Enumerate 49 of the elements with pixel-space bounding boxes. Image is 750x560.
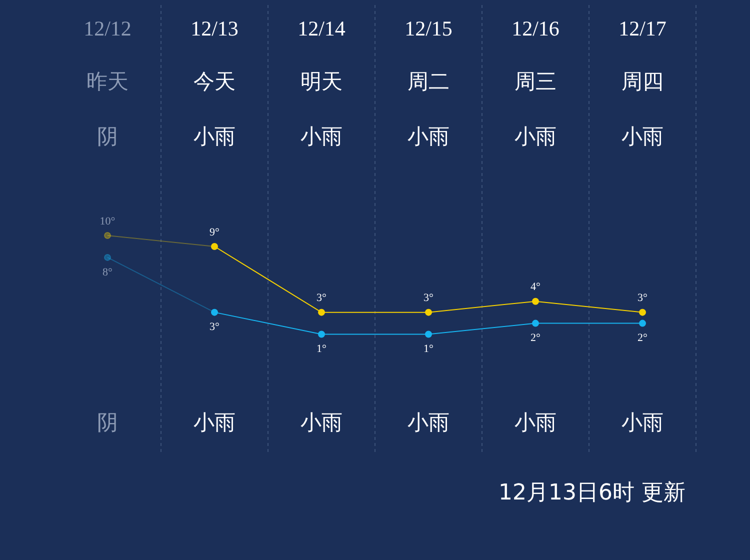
text: 小雨 bbox=[408, 410, 450, 434]
text: 阴 bbox=[97, 410, 118, 434]
text: 今天 bbox=[194, 69, 236, 94]
x-tick-label: 12/17 bbox=[618, 16, 666, 41]
text: 小雨 bbox=[194, 410, 236, 434]
text: 小雨 bbox=[622, 124, 664, 148]
x-tick-label: 12/13 bbox=[190, 16, 238, 41]
point bbox=[211, 308, 218, 316]
text: 周二 bbox=[408, 69, 450, 94]
text: 明天 bbox=[300, 69, 342, 94]
data-label: 1° bbox=[424, 343, 434, 356]
data-label: 4° bbox=[530, 281, 540, 294]
x-tick-label: 12/12 bbox=[84, 16, 132, 41]
text: 小雨 bbox=[408, 124, 450, 148]
data-label: 3° bbox=[316, 292, 326, 304]
point bbox=[532, 298, 539, 305]
point bbox=[318, 330, 325, 338]
point bbox=[425, 330, 432, 338]
data-label: 3° bbox=[210, 321, 220, 334]
text: 小雨 bbox=[514, 124, 556, 148]
point bbox=[104, 232, 111, 239]
text: 周三 bbox=[514, 69, 556, 94]
point bbox=[211, 242, 218, 250]
point bbox=[639, 308, 646, 316]
x-tick-label: 12/14 bbox=[298, 16, 346, 41]
text: 小雨 bbox=[300, 410, 342, 434]
text: 小雨 bbox=[300, 124, 342, 148]
text: 小雨 bbox=[622, 410, 664, 434]
data-label: 3° bbox=[638, 292, 648, 304]
text: 周四 bbox=[622, 69, 664, 94]
x-tick-label: 12/15 bbox=[404, 16, 452, 41]
data-label: 2° bbox=[530, 332, 540, 344]
text: 小雨 bbox=[514, 410, 556, 434]
data-label: 10° bbox=[100, 215, 116, 228]
data-label: 8° bbox=[102, 266, 112, 278]
text: 12月13日6时 更新 bbox=[498, 480, 686, 506]
data-label: 1° bbox=[316, 343, 326, 356]
point bbox=[639, 320, 646, 327]
point bbox=[532, 320, 539, 327]
text: 昨天 bbox=[86, 69, 128, 94]
point bbox=[425, 308, 432, 316]
point bbox=[104, 254, 111, 261]
data-label: 2° bbox=[638, 332, 648, 344]
text: 阴 bbox=[97, 124, 118, 148]
data-label: 9° bbox=[210, 226, 220, 238]
text: 小雨 bbox=[194, 124, 236, 148]
data-label: 3° bbox=[424, 292, 434, 304]
x-tick-label: 12/16 bbox=[512, 16, 560, 41]
point bbox=[318, 308, 325, 316]
